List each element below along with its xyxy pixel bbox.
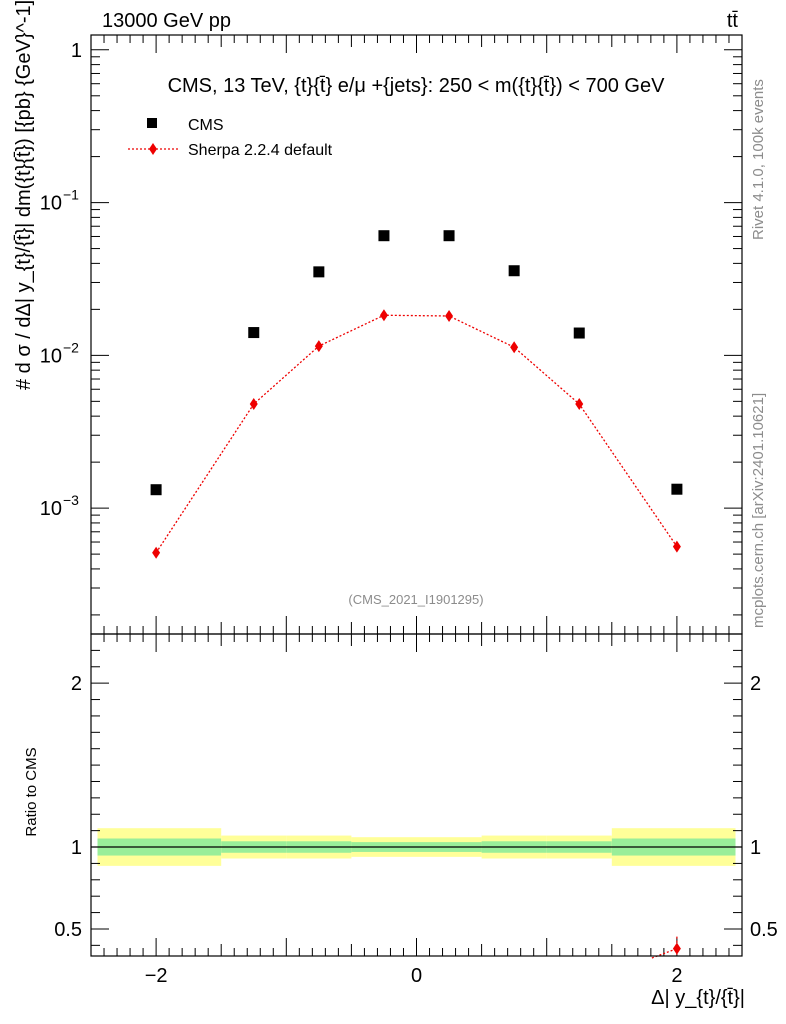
ratio-y-tick-label-right: 1: [750, 837, 761, 859]
x-tick-label: −2: [145, 965, 168, 987]
y-tick-exponent: −3: [63, 492, 79, 508]
main-ylabel: # d σ / dΔ| y_{t}/{t̄}| dm({t}{t̄}) [{pb…: [13, 0, 35, 390]
ratio-y-tick-label-right: 2: [750, 673, 761, 695]
ratio-y-tick-label-left: 1: [71, 837, 82, 859]
sherpa-point: [510, 341, 519, 354]
sherpa-ratio-point: [672, 942, 681, 955]
ratio-uncertainty-bands: [91, 828, 742, 866]
ratio-frame: [90, 633, 743, 957]
rivet-label: Rivet 4.1.0, 100k events: [750, 79, 767, 240]
ratio-axis-ticks: 2 2 1 1 0.5 0.5 −2 0 2: [54, 634, 778, 987]
y-tick-label: 10: [40, 193, 62, 215]
plot-title: CMS, 13 TeV, {t}{t̄} e/μ +{jets}: 250 < …: [168, 75, 666, 97]
x-tick-label: 0: [411, 965, 422, 987]
cms-point: [508, 265, 520, 277]
cms-point: [150, 484, 162, 496]
x-axis-label: Δ| y_{t}/{t̄}|: [651, 987, 745, 1009]
legend-cms-marker: [147, 118, 157, 128]
legend-sherpa-label: Sherpa 2.2.4 default: [188, 142, 333, 159]
y-tick-exponent: −1: [63, 187, 79, 203]
sherpa-point: [314, 340, 323, 353]
legend-cms-label: CMS: [188, 117, 224, 134]
x-tick-label: 2: [671, 965, 682, 987]
sherpa-point: [152, 546, 161, 559]
cms-point: [378, 230, 390, 242]
cms-point: [671, 483, 683, 495]
ratio-ylabel: Ratio to CMS: [23, 747, 40, 836]
y-tick-label: 10: [40, 345, 62, 367]
ratio-y-tick-label-left: 2: [71, 673, 82, 695]
energy-label: 13000 GeV pp: [102, 10, 231, 32]
y-tick-exponent: −2: [63, 339, 79, 355]
sherpa-curve: [155, 314, 678, 554]
sherpa-point: [249, 398, 258, 411]
cms-point: [248, 327, 260, 339]
ratio-y-tick-label-right: 0.5: [750, 919, 778, 941]
ratio-panel: 2 2 1 1 0.5 0.5 −2 0 2 Ratio to CMS Δ| y_{t}/{t̄…: [23, 633, 778, 1009]
cms-point: [573, 327, 585, 339]
process-label: tt̄: [727, 10, 739, 32]
main-panel: 110−110−210−3 (CMS_2021_I1901295) CMS, 1…: [13, 0, 743, 635]
main-axis-ticks: 110−110−210−3: [40, 35, 743, 634]
analysis-watermark: (CMS_2021_I1901295): [348, 592, 483, 607]
sherpa-point: [575, 398, 584, 411]
y-tick-label: 10: [40, 498, 62, 520]
url-label: mcplots.cern.ch [arXiv:2401.10621]: [750, 393, 767, 628]
cms-point: [443, 230, 455, 242]
legend: CMS Sherpa 2.2.4 default: [128, 117, 333, 159]
y-tick-label: 1: [71, 40, 82, 62]
sherpa-point: [379, 309, 388, 322]
sherpa-point: [445, 309, 454, 322]
main-series: [150, 230, 683, 559]
cms-point: [313, 266, 325, 278]
legend-sherpa-marker: [149, 143, 157, 155]
ratio-y-tick-label-left: 0.5: [54, 919, 82, 941]
sherpa-point: [672, 540, 681, 553]
